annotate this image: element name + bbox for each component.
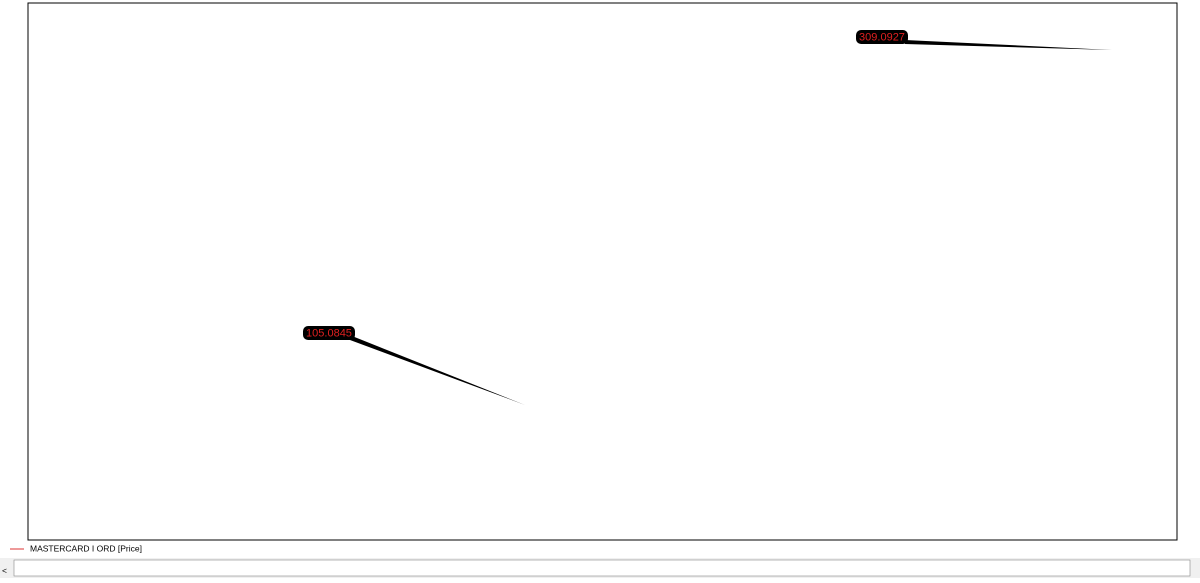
- annotation-label: 309.0927: [859, 31, 905, 43]
- x-axis-strip: [13, 559, 1191, 577]
- plot-frame: [27, 2, 1178, 541]
- annotation-box: [856, 30, 908, 44]
- annotation-pointer: [905, 40, 1112, 50]
- annotation-pointer: [350, 336, 525, 405]
- annotation-box: [303, 326, 355, 340]
- annotations: 105.0845 309.0927: [303, 30, 1112, 405]
- legend-label: MASTERCARD I ORD [Price]: [30, 543, 142, 553]
- annotation-label: 105.0845: [306, 327, 352, 339]
- scroll-left-button[interactable]: <: [2, 565, 7, 575]
